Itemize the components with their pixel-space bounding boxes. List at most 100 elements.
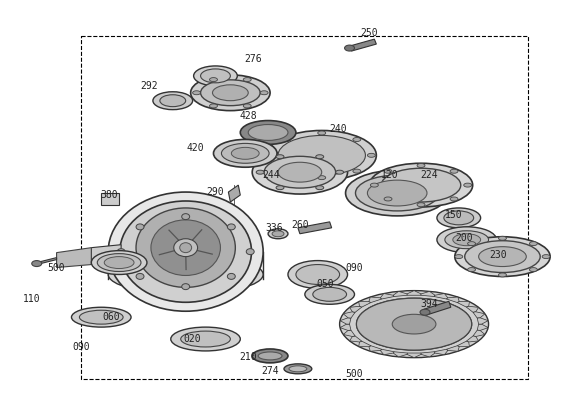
Ellipse shape <box>445 231 489 249</box>
Polygon shape <box>407 353 421 358</box>
Ellipse shape <box>384 197 392 201</box>
Ellipse shape <box>92 251 147 274</box>
Ellipse shape <box>260 91 268 95</box>
Polygon shape <box>350 39 376 51</box>
Polygon shape <box>477 318 488 324</box>
Ellipse shape <box>258 352 282 360</box>
Ellipse shape <box>357 298 472 350</box>
Ellipse shape <box>210 104 218 108</box>
Text: 090: 090 <box>72 342 90 352</box>
Polygon shape <box>466 336 479 342</box>
Ellipse shape <box>231 147 259 159</box>
Ellipse shape <box>455 237 550 276</box>
Ellipse shape <box>455 255 463 258</box>
Ellipse shape <box>498 273 506 277</box>
Ellipse shape <box>72 307 131 327</box>
Text: 500: 500 <box>48 262 66 272</box>
Ellipse shape <box>284 364 312 374</box>
Ellipse shape <box>264 156 336 188</box>
Ellipse shape <box>105 257 134 268</box>
Ellipse shape <box>367 153 375 157</box>
Ellipse shape <box>370 163 473 207</box>
Polygon shape <box>466 306 479 312</box>
Ellipse shape <box>346 170 449 216</box>
Polygon shape <box>393 291 407 296</box>
Text: 500: 500 <box>346 369 363 379</box>
Text: 230: 230 <box>490 250 507 260</box>
Ellipse shape <box>296 264 340 284</box>
Ellipse shape <box>136 224 144 230</box>
Polygon shape <box>380 294 394 299</box>
Text: 428: 428 <box>240 110 257 120</box>
Polygon shape <box>473 330 485 336</box>
Ellipse shape <box>353 138 361 142</box>
Ellipse shape <box>336 170 344 174</box>
Ellipse shape <box>288 260 347 288</box>
Text: 420: 420 <box>187 143 205 153</box>
Ellipse shape <box>345 45 354 51</box>
Ellipse shape <box>240 120 296 144</box>
Ellipse shape <box>468 242 476 246</box>
Ellipse shape <box>357 298 472 350</box>
Ellipse shape <box>276 186 284 190</box>
Ellipse shape <box>201 69 231 83</box>
Text: 244: 244 <box>262 170 280 180</box>
Polygon shape <box>350 336 362 342</box>
Ellipse shape <box>160 95 186 107</box>
Polygon shape <box>369 346 382 351</box>
Polygon shape <box>457 302 470 307</box>
Ellipse shape <box>32 260 42 266</box>
Text: 336: 336 <box>265 223 283 233</box>
Ellipse shape <box>450 197 458 201</box>
Text: 260: 260 <box>291 220 308 230</box>
Polygon shape <box>446 346 459 351</box>
Ellipse shape <box>108 192 263 311</box>
Ellipse shape <box>392 314 436 334</box>
Text: 290: 290 <box>207 187 224 197</box>
Ellipse shape <box>268 229 288 239</box>
Polygon shape <box>434 294 448 299</box>
Text: 200: 200 <box>455 233 472 243</box>
Ellipse shape <box>252 349 288 363</box>
Polygon shape <box>434 349 448 355</box>
Text: 224: 224 <box>420 170 438 180</box>
Ellipse shape <box>529 242 537 246</box>
Ellipse shape <box>289 366 307 372</box>
Ellipse shape <box>367 180 427 206</box>
Ellipse shape <box>313 287 346 301</box>
Ellipse shape <box>252 150 347 194</box>
Ellipse shape <box>282 138 290 142</box>
Ellipse shape <box>498 236 506 240</box>
Ellipse shape <box>529 268 537 272</box>
Ellipse shape <box>542 255 550 258</box>
Text: 274: 274 <box>261 366 279 376</box>
Ellipse shape <box>282 169 290 173</box>
Ellipse shape <box>318 176 325 180</box>
Text: 210: 210 <box>240 352 257 362</box>
Ellipse shape <box>246 249 254 255</box>
Text: 150: 150 <box>445 210 463 220</box>
Ellipse shape <box>182 284 190 290</box>
Ellipse shape <box>193 91 201 95</box>
Polygon shape <box>473 312 485 318</box>
Ellipse shape <box>381 168 460 202</box>
Ellipse shape <box>248 124 288 140</box>
Polygon shape <box>369 297 382 302</box>
Bar <box>101 193 119 205</box>
Ellipse shape <box>340 291 489 358</box>
Text: 292: 292 <box>140 81 158 91</box>
Text: 394: 394 <box>420 299 438 309</box>
Polygon shape <box>421 352 435 357</box>
Ellipse shape <box>450 169 458 173</box>
Ellipse shape <box>227 274 235 279</box>
Ellipse shape <box>180 243 192 253</box>
Ellipse shape <box>278 162 321 182</box>
Polygon shape <box>359 341 371 347</box>
Ellipse shape <box>174 239 198 257</box>
Ellipse shape <box>437 227 497 253</box>
Polygon shape <box>393 352 407 357</box>
Ellipse shape <box>464 183 472 187</box>
Ellipse shape <box>171 327 240 351</box>
Text: 240: 240 <box>330 124 347 134</box>
Polygon shape <box>344 312 355 318</box>
